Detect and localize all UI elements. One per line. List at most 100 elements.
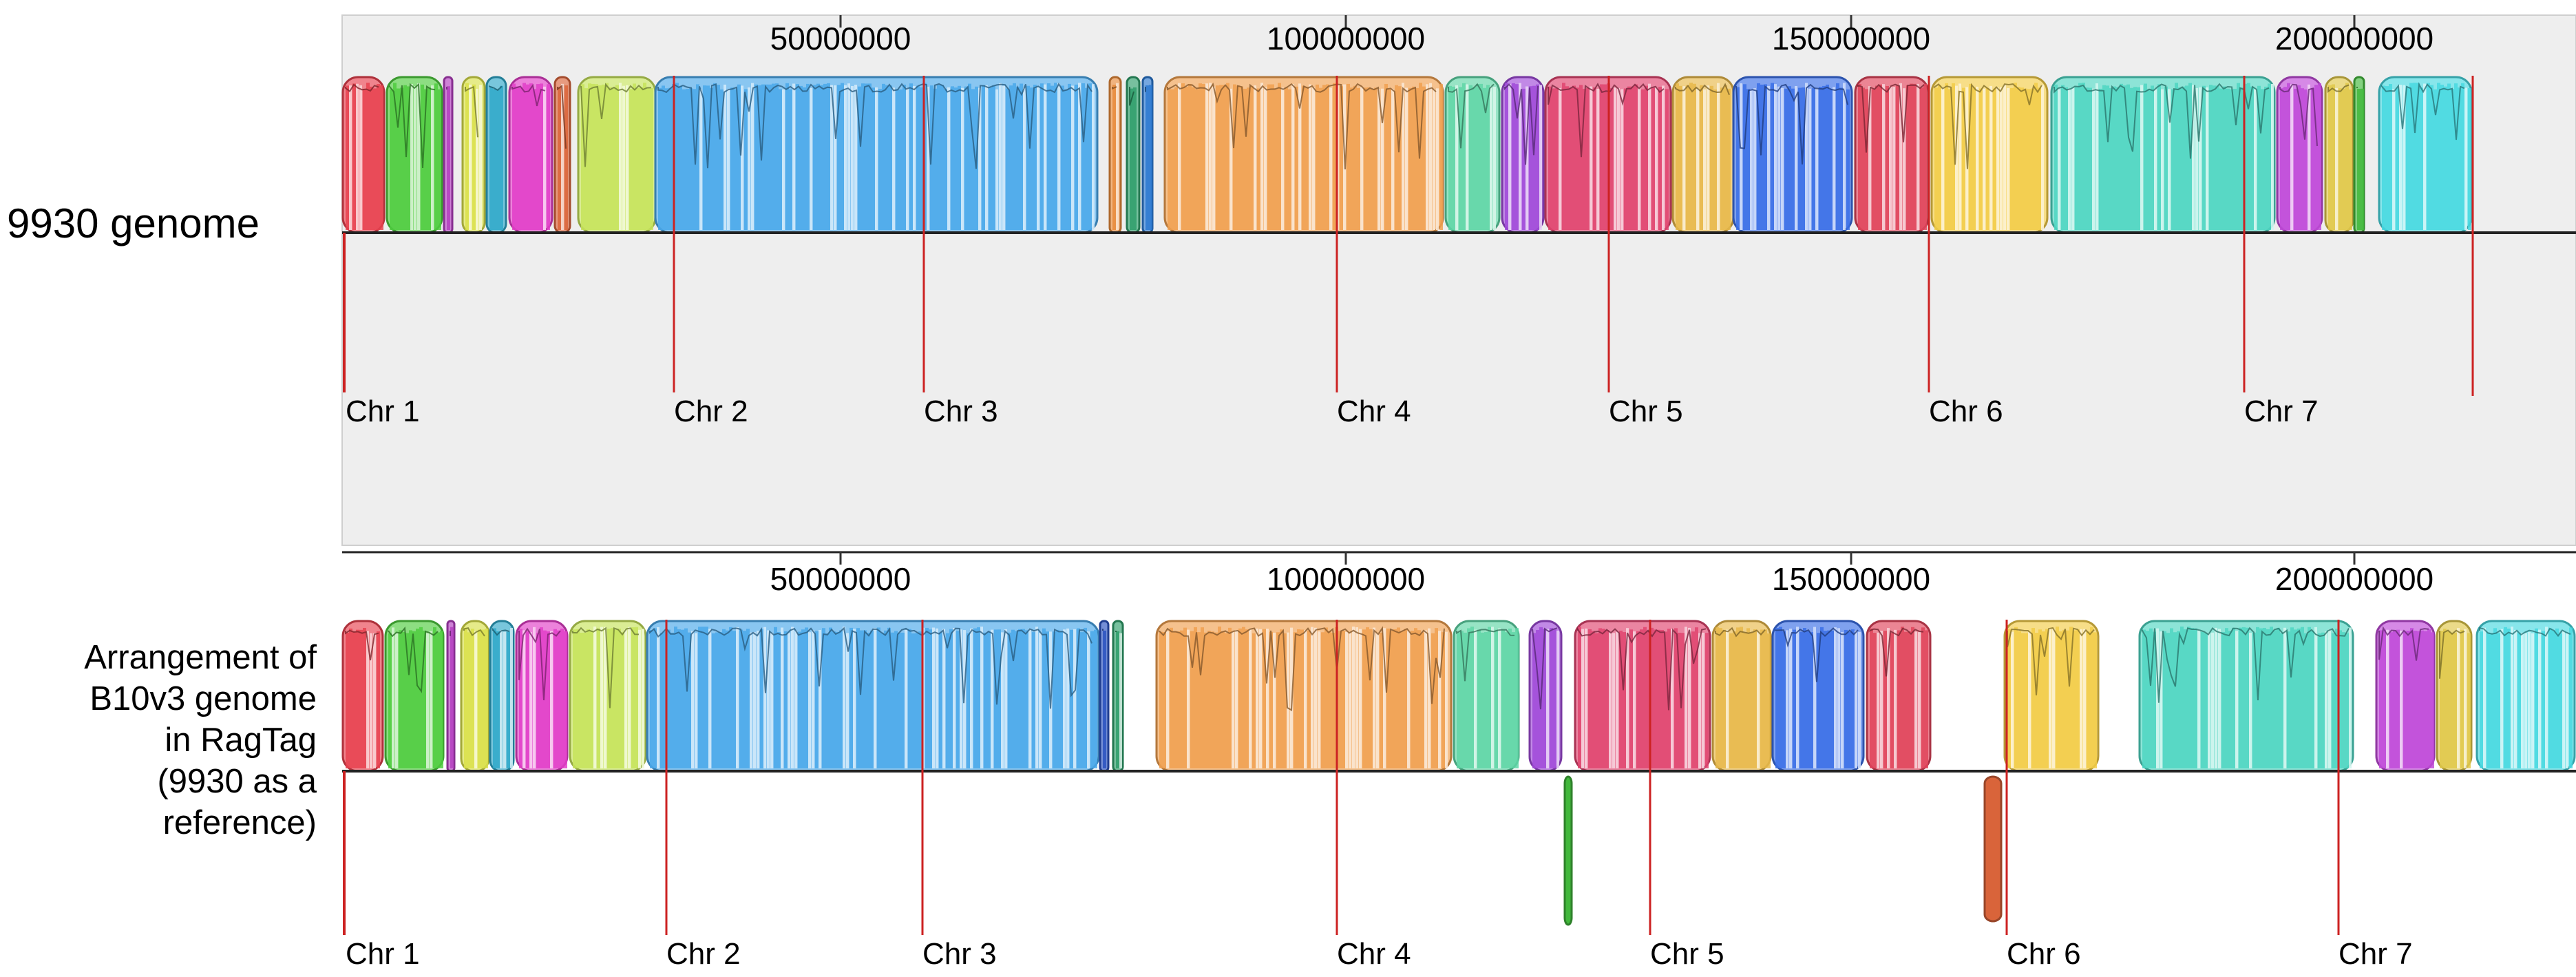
alignment-block[interactable] xyxy=(1099,620,1110,773)
genome-label-line: (9930 as a xyxy=(157,763,317,800)
chromosome-label: Chr 6 xyxy=(1929,395,2003,428)
alignment-block[interactable] xyxy=(2050,76,2276,234)
genome-panel-9930[interactable]: 50000000 100000000 150000000 200000000 C… xyxy=(341,14,2576,546)
ruler-tick-label: 50000000 xyxy=(770,21,911,56)
ruler-tick-label: 150000000 xyxy=(1772,21,1930,56)
alignment-block[interactable] xyxy=(646,620,1100,773)
alignment-block[interactable] xyxy=(2475,620,2576,773)
alignment-block[interactable] xyxy=(508,76,553,234)
genome-label-line: Arrangement of xyxy=(84,639,317,676)
chromosome-boundaries-bottom: Chr 1 Chr 2 Chr 3 Chr 4 Chr 5 Chr 6 Chr … xyxy=(343,620,2413,971)
chromosome-boundary: Chr 6 xyxy=(2005,620,2081,971)
alignment-block[interactable] xyxy=(489,620,515,773)
ruler-tick: 200000000 xyxy=(2275,552,2434,597)
ruler-tick: 200000000 xyxy=(2275,15,2434,56)
ruler-tick-label: 150000000 xyxy=(1772,561,1930,597)
ruler-tick: 150000000 xyxy=(1772,15,1930,56)
chromosome-label: Chr 2 xyxy=(666,937,741,971)
genome-label-line: in RagTag xyxy=(165,722,317,759)
alignment-block[interactable] xyxy=(446,620,456,773)
alignment-block[interactable] xyxy=(2138,620,2354,773)
chromosome-label: Chr 7 xyxy=(2244,395,2319,428)
ruler-tick-label: 100000000 xyxy=(1267,561,1425,597)
alignment-block[interactable] xyxy=(1126,76,1141,234)
alignment-block[interactable] xyxy=(577,76,657,234)
inverted-alignment-block[interactable] xyxy=(1563,775,1573,926)
ruler-tick-label: 100000000 xyxy=(1267,21,1425,56)
chromosome-boundaries-top: Chr 1 Chr 2 Chr 3 Chr 4 Chr 5 Chr 6 Chr … xyxy=(343,76,2474,428)
alignment-block[interactable] xyxy=(386,76,443,234)
chromosome-label: Chr 2 xyxy=(674,395,748,428)
chromosome-boundary: Chr 5 xyxy=(1649,620,1724,971)
alignment-block[interactable] xyxy=(1771,620,1865,773)
alignment-block[interactable] xyxy=(2378,76,2473,234)
alignment-block[interactable] xyxy=(1453,620,1520,773)
chromosome-label: Chr 4 xyxy=(1337,395,1411,428)
panel-border xyxy=(341,14,2576,546)
chromosome-label: Chr 5 xyxy=(1650,937,1724,971)
alignment-block[interactable] xyxy=(461,76,486,234)
ruler-bottom: 50000000 100000000 150000000 200000000 xyxy=(770,552,2434,597)
lcb-track-bottom xyxy=(341,620,2576,773)
alignment-block[interactable] xyxy=(1711,620,1772,773)
alignment-block[interactable] xyxy=(1854,76,1930,234)
alignment-block[interactable] xyxy=(515,620,569,773)
chromosome-boundary: Chr 6 xyxy=(1928,76,2003,428)
alignment-block[interactable] xyxy=(443,76,454,234)
alignment-block[interactable] xyxy=(2324,76,2354,234)
alignment-block[interactable] xyxy=(553,76,571,234)
alignment-block[interactable] xyxy=(654,76,1099,234)
alignment-block[interactable] xyxy=(1866,620,1932,773)
genome-panel-b10v3[interactable]: 50000000 100000000 150000000 200000000 C… xyxy=(341,551,2576,977)
alignment-block[interactable] xyxy=(1574,620,1711,773)
chromosome-label: Chr 1 xyxy=(346,937,420,971)
ruler-tick: 100000000 xyxy=(1267,552,1425,597)
chromosome-label: Chr 6 xyxy=(2007,937,2081,971)
alignment-block[interactable] xyxy=(1732,76,1853,234)
chromosome-label: Chr 4 xyxy=(1337,937,1411,971)
ruler-top: 50000000 100000000 150000000 200000000 xyxy=(770,15,2434,56)
alignment-block[interactable] xyxy=(1528,620,1563,773)
ruler-tick: 50000000 xyxy=(770,15,911,56)
chromosome-boundary: Chr 1 xyxy=(343,771,420,971)
ruler-tick: 50000000 xyxy=(770,552,911,597)
alignment-block[interactable] xyxy=(341,620,384,773)
alignment-block[interactable] xyxy=(1108,76,1122,234)
chromosome-boundary: Chr 5 xyxy=(1607,76,1683,428)
chromosome-boundary: Chr 2 xyxy=(665,620,741,971)
chromosome-label: Chr 5 xyxy=(1609,395,1683,428)
alignment-block[interactable] xyxy=(2375,620,2436,773)
alignment-block[interactable] xyxy=(2276,76,2323,234)
genome-label-9930: 9930 genome xyxy=(7,200,260,246)
alignment-block[interactable] xyxy=(1501,76,1545,234)
alignment-block[interactable] xyxy=(460,620,490,773)
chromosome-boundary: Chr 3 xyxy=(922,76,998,428)
alignment-block[interactable] xyxy=(1155,620,1453,773)
alignment-block[interactable] xyxy=(341,76,386,234)
alignment-block[interactable] xyxy=(1671,76,1735,234)
alignment-block[interactable] xyxy=(1112,620,1124,773)
chromosome-boundary: Chr 1 xyxy=(343,233,420,428)
lcb-track-top xyxy=(341,76,2473,234)
ruler-tick: 100000000 xyxy=(1267,15,1425,56)
alignment-block[interactable] xyxy=(2353,76,2365,234)
chromosome-label: Chr 7 xyxy=(2339,937,2413,971)
alignment-block[interactable] xyxy=(1163,76,1444,234)
alignment-block[interactable] xyxy=(2003,620,2100,773)
alignment-block[interactable] xyxy=(1444,76,1501,234)
inverted-alignment-block[interactable] xyxy=(1983,775,2003,923)
alignment-block[interactable] xyxy=(2436,620,2473,773)
alignment-block[interactable] xyxy=(569,620,647,773)
chromosome-boundary: Chr 3 xyxy=(921,620,997,971)
chromosome-label: Chr 3 xyxy=(922,937,997,971)
inverted-blocks xyxy=(1563,775,2003,926)
ruler-tick-label: 200000000 xyxy=(2275,21,2434,56)
chromosome-label: Chr 3 xyxy=(924,395,998,428)
genome-label-b10v3: Arrangement of B10v3 genome in RagTag (9… xyxy=(0,637,317,843)
alignment-block[interactable] xyxy=(384,620,445,773)
alignment-block[interactable] xyxy=(1141,76,1154,234)
alignment-block[interactable] xyxy=(1930,76,2049,234)
alignment-block[interactable] xyxy=(485,76,507,234)
chromosome-boundary: Chr 7 xyxy=(2243,76,2319,428)
